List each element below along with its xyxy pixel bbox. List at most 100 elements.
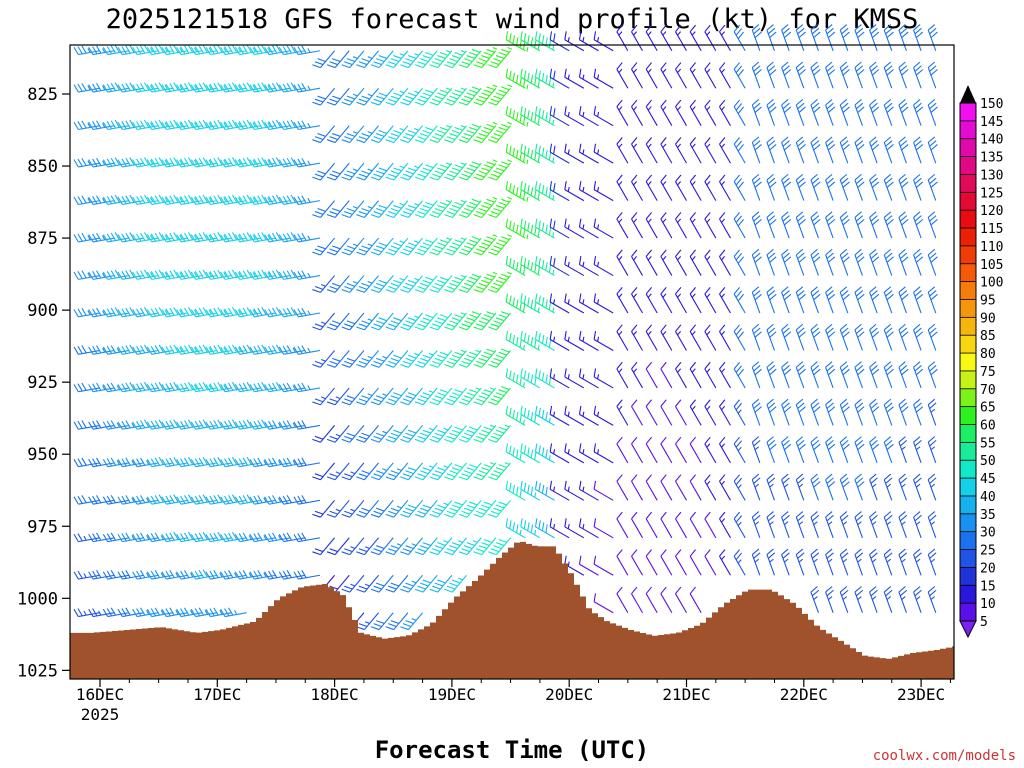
- wind-barb: [645, 24, 658, 52]
- wind-barb: [234, 456, 262, 468]
- wind-barb: [341, 275, 365, 293]
- wind-barb: [385, 50, 409, 69]
- wind-barb: [675, 586, 687, 613]
- wind-barb: [146, 494, 174, 505]
- wind-barb: [534, 218, 555, 239]
- wind-barb: [264, 420, 291, 430]
- wind-barb: [520, 293, 541, 314]
- wind-barb: [704, 361, 717, 389]
- wind-barb: [751, 436, 761, 464]
- y-tick-label: 925: [27, 373, 58, 393]
- y-axis: 825 850 875 900 925 950 975 1000 1025: [17, 85, 70, 681]
- wind-barb: [117, 532, 145, 543]
- wind-barb: [264, 532, 291, 543]
- wind-barb: [781, 473, 790, 501]
- wind-barb: [341, 350, 365, 368]
- wind-barb: [146, 119, 174, 131]
- wind-barb: [444, 499, 467, 518]
- wind-barb: [117, 495, 145, 505]
- wind-barb: [312, 200, 336, 218]
- wind-barb: [795, 473, 805, 501]
- wind-barb: [520, 218, 541, 239]
- wind-barb: [326, 162, 350, 181]
- wind-barb: [278, 420, 306, 430]
- x-tick-label: 23DEC: [897, 685, 945, 704]
- wind-barb: [839, 136, 850, 164]
- wind-barb: [341, 87, 365, 106]
- wind-barb: [660, 549, 673, 576]
- wind-barb: [102, 194, 130, 205]
- wind-barb: [913, 286, 924, 314]
- wind-barb: [869, 211, 880, 239]
- wind-barb: [593, 330, 614, 351]
- wind-barb: [810, 511, 820, 538]
- wind-barb: [190, 456, 218, 468]
- wind-barb: [473, 46, 498, 69]
- wind-barb: [913, 248, 924, 276]
- wind-barb: [810, 61, 821, 89]
- wind-barb: [220, 194, 247, 205]
- wind-barb: [132, 119, 159, 131]
- wind-barb: [370, 50, 394, 69]
- wind-barb: [927, 548, 937, 576]
- wind-barb: [883, 586, 893, 613]
- colorbar-swatch: [960, 335, 976, 354]
- wind-barb: [429, 87, 453, 106]
- wind-barb: [704, 399, 717, 426]
- wind-barb: [326, 87, 350, 106]
- wind-barb: [370, 200, 394, 218]
- wind-barb: [825, 61, 836, 89]
- wind-barb: [854, 136, 865, 164]
- wind-barb: [689, 212, 702, 239]
- wind-barb: [645, 436, 658, 464]
- wind-barb: [102, 345, 130, 355]
- wind-barb: [205, 232, 233, 243]
- wind-barb: [578, 443, 599, 464]
- credit-text: coolwx.com/models: [873, 748, 1016, 764]
- wind-barb: [429, 537, 453, 556]
- wind-barb: [458, 387, 482, 406]
- wind-barb: [444, 87, 467, 106]
- wind-barb: [429, 350, 453, 368]
- wind-barb: [88, 382, 115, 393]
- wind-barb: [370, 125, 394, 144]
- wind-barb: [132, 607, 159, 618]
- wind-barb: [444, 462, 467, 481]
- wind-barb: [810, 361, 821, 389]
- wind-barb: [488, 234, 513, 256]
- wind-barb: [117, 457, 145, 468]
- wind-barb: [839, 323, 850, 351]
- wind-barb: [751, 248, 762, 276]
- wind-barb: [795, 24, 806, 51]
- colorbar-label: 115: [980, 222, 1003, 237]
- colorbar-label: 15: [980, 579, 996, 594]
- wind-barb: [102, 44, 130, 56]
- wind-barb: [293, 270, 321, 280]
- wind-barb: [429, 162, 453, 181]
- wind-barb: [825, 99, 836, 126]
- wind-barb: [898, 586, 908, 613]
- wind-barb: [370, 612, 394, 631]
- colorbar-label: 70: [980, 383, 996, 398]
- wind-barb: [293, 83, 321, 93]
- wind-barb: [117, 82, 145, 93]
- wind-barb: [689, 137, 702, 164]
- wind-barb: [825, 248, 836, 276]
- wind-barb: [675, 549, 687, 576]
- wind-barb: [220, 607, 247, 618]
- wind-barb: [505, 256, 526, 277]
- wind-barb: [660, 399, 673, 426]
- wind-barb: [132, 307, 159, 318]
- wind-barb: [132, 269, 159, 280]
- wind-barb: [781, 548, 790, 576]
- wind-barb: [854, 99, 865, 126]
- wind-barb: [132, 44, 159, 56]
- wind-barb: [264, 119, 291, 131]
- colorbar-swatch: [960, 299, 976, 318]
- wind-barb: [102, 532, 130, 543]
- colorbar-label: 85: [980, 329, 996, 344]
- wind-barb: [913, 548, 922, 576]
- wind-barb: [385, 537, 409, 556]
- wind-barb: [249, 157, 277, 168]
- wind-barb: [689, 62, 702, 89]
